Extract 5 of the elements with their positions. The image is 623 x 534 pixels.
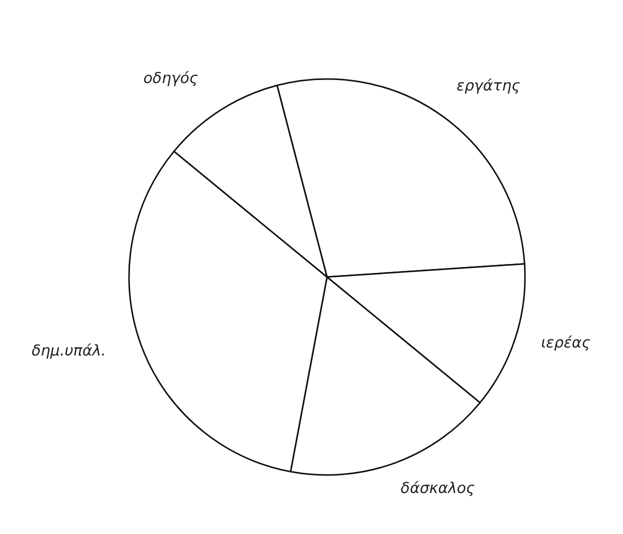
slice-label: εργάτης bbox=[456, 76, 520, 94]
slice-label: ιερέας bbox=[540, 333, 591, 352]
slice-label: δημ.υπάλ. bbox=[32, 342, 106, 360]
slice-label: οδηγός bbox=[143, 69, 198, 88]
slice-label: δάσκαλος bbox=[400, 479, 476, 498]
